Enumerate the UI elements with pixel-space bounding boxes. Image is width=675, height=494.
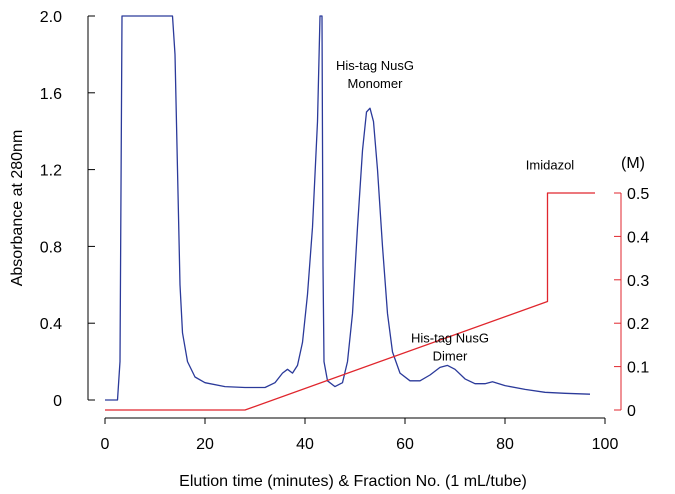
imidazol-line (105, 192, 595, 411)
x-axis: 0 20 40 60 80 100 (101, 417, 619, 453)
x-ticks: 0 20 40 60 80 100 (101, 418, 619, 453)
annotation-label: Dimer (433, 348, 468, 363)
left-y-tick-label: 1.6 (40, 86, 62, 103)
left-y-tick-label: 0.8 (40, 239, 62, 256)
annotation-label: Monomer (348, 76, 404, 91)
annotation-layer: His-tag NusG Monomer His-tag NusG Dimer Imid… (336, 58, 574, 364)
right-y-tick-label: 0.5 (627, 186, 649, 203)
right-y-tick-label: 0.1 (627, 360, 649, 377)
right-y-tick-label: 0.2 (627, 316, 649, 333)
left-y-tick-label: 0 (53, 393, 62, 410)
x-tick-label: 80 (496, 436, 514, 453)
right-y-ticks: 0 0.1 0.2 0.3 0.4 0.5 (614, 186, 649, 420)
right-y-tick-label: 0.3 (627, 273, 649, 290)
left-y-ticks: 0 0.4 0.8 1.2 1.6 2.0 (40, 9, 95, 410)
x-tick-label: 20 (196, 436, 214, 453)
x-axis-title: Elution time (minutes) & Fraction No. (1… (179, 473, 527, 490)
x-tick-label: 40 (296, 436, 314, 453)
left-y-tick-label: 1.2 (40, 163, 62, 180)
annotation-label: His-tag NusG (411, 330, 489, 345)
series-layer (105, 15, 595, 411)
annotation-label: His-tag NusG (336, 58, 414, 73)
left-y-tick-label: 2.0 (40, 9, 62, 26)
x-tick-label: 100 (592, 436, 619, 453)
y-axis-title: Absorbance at 280nm (9, 130, 26, 287)
right-y-tick-label: 0 (627, 403, 636, 420)
left-y-tick-label: 0.4 (40, 316, 62, 333)
y2-axis-unit: (M) (621, 155, 645, 172)
x-tick-label: 0 (101, 436, 110, 453)
annotation-label: Imidazol (526, 158, 575, 173)
x-tick-label: 60 (396, 436, 414, 453)
right-y-axis: 0 0.1 0.2 0.3 0.4 0.5 (614, 186, 649, 420)
absorbance-line (105, 15, 591, 401)
left-y-axis: 0 0.4 0.8 1.2 1.6 2.0 (40, 9, 95, 410)
right-y-tick-label: 0.4 (627, 229, 649, 246)
